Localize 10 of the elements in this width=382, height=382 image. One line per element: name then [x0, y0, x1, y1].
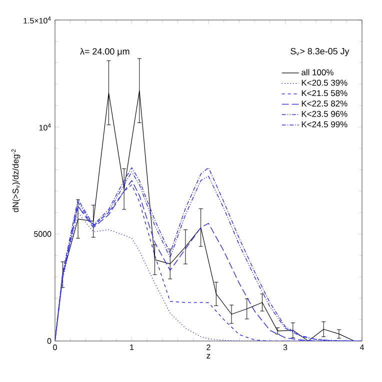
x-axis-title: z [206, 354, 210, 358]
legend-label: K<20.5 39% [302, 80, 348, 86]
legend-label: K<23.5 96% [302, 110, 348, 117]
legend-label: K<21.5 58% [302, 90, 348, 96]
y-axis-title: dN(>S$_{ν}$)/dz/deg$^{-2}$ [11, 149, 20, 212]
annotation: S$_{ν}$> 8.3e-05 Jy [290, 48, 350, 56]
legend-label: K<22.5 82% [302, 100, 348, 107]
legend-label: K<24.5 99% [302, 121, 348, 128]
legend-label: all 100% [302, 69, 334, 76]
annotation: λ= 24.00 μm [80, 48, 130, 56]
